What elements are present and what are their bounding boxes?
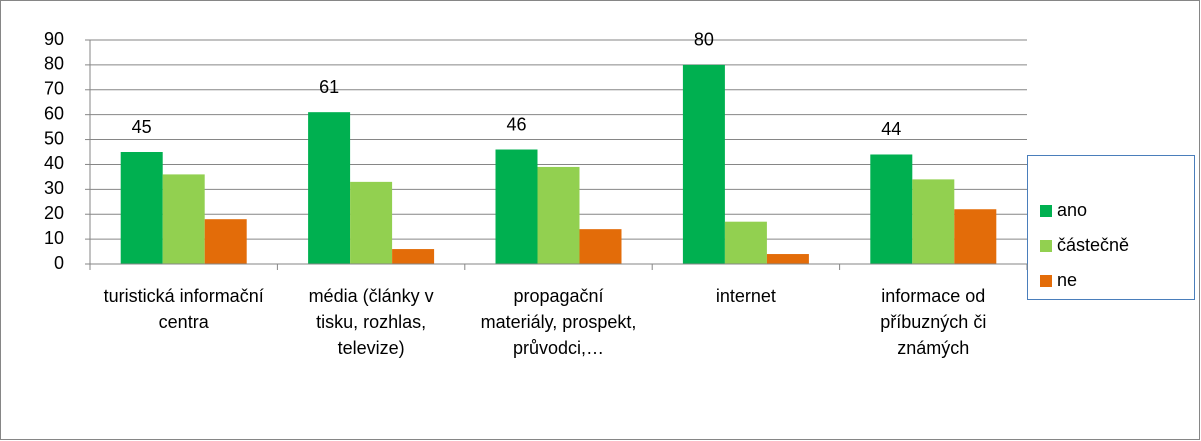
legend-box [1027,155,1195,300]
bar [682,64,725,264]
bar [766,254,809,264]
data-label: 61 [319,77,339,97]
bar [724,221,767,264]
y-tick-label: 60 [44,103,64,123]
bar [120,152,163,264]
bar [392,249,435,264]
data-label: 46 [506,114,526,134]
y-tick-label: 40 [44,153,64,173]
y-tick-label: 30 [44,178,64,198]
bar [162,174,205,264]
legend-swatch [1040,240,1052,252]
x-tick-label: informace od příbuzných či známých [880,286,987,358]
legend-swatch [1040,205,1052,217]
bar [537,166,580,264]
y-tick-label: 80 [44,54,64,74]
bar [495,149,538,264]
legend-label: ano [1057,200,1087,220]
bar [912,179,955,264]
bar [204,219,247,264]
data-label: 45 [132,117,152,137]
x-tick-label: turistická informační centra [103,286,264,332]
bar [870,154,913,264]
bar [954,209,997,264]
x-tick-label: internet [715,286,776,306]
legend-label: částečně [1057,235,1129,255]
x-tick-label: propagační materiály, prospekt, průvodci… [480,286,637,358]
y-tick-label: 10 [44,228,64,248]
x-tick-label: média (články v tisku, rozhlas, televize… [308,286,434,358]
legend-label: ne [1057,270,1077,290]
data-label: 80 [694,30,714,50]
y-tick-label: 50 [44,128,64,148]
bar [579,229,622,264]
legend-swatch [1040,275,1052,287]
y-tick-label: 90 [44,29,64,49]
y-tick-label: 0 [54,253,64,273]
data-label: 44 [881,119,901,139]
y-tick-label: 70 [44,79,64,99]
bar [350,181,393,264]
bar [308,112,351,264]
y-tick-label: 20 [44,203,64,223]
